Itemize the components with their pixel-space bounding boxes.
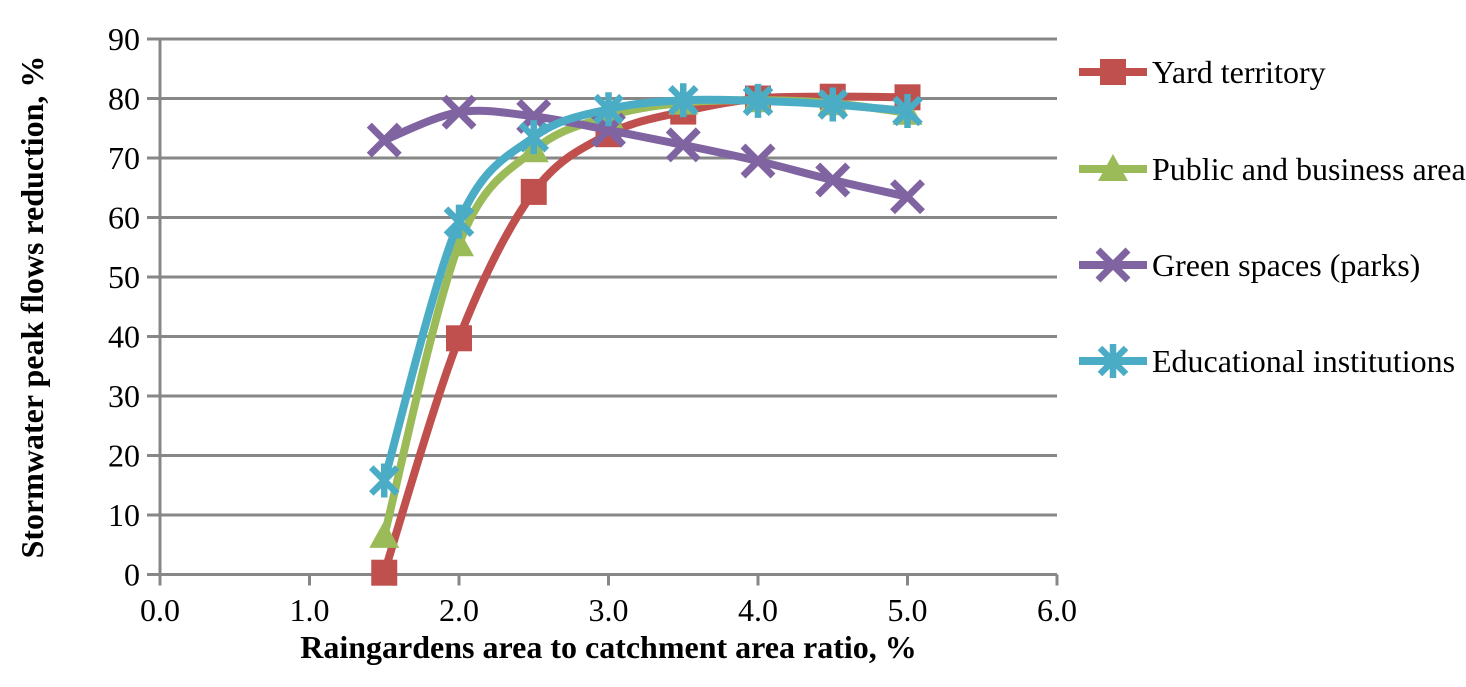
marker-x: [1095, 247, 1131, 283]
marker-x: [665, 127, 701, 163]
legend-label: Green spaces (parks): [1152, 246, 1421, 283]
y-tick-label: 50: [108, 259, 140, 295]
marker-square: [371, 559, 398, 586]
marker-x: [366, 122, 402, 158]
series-line-1: [380, 96, 912, 540]
marker-asterisk: [667, 83, 699, 118]
legend-item-1: Public and business area: [1077, 145, 1466, 193]
marker-x: [890, 179, 925, 215]
x-tick-label: 0.0: [140, 592, 180, 628]
series-3: [368, 83, 923, 498]
y-tick-label: 30: [108, 378, 140, 414]
legend-item-3: Educational institutions: [1077, 337, 1455, 385]
series-line-2: [380, 106, 912, 201]
marker-asterisk: [368, 463, 400, 498]
x-tick-label: 5.0: [888, 592, 928, 628]
legend-label: Educational institutions: [1152, 342, 1456, 379]
legend-label: Yard territory: [1152, 53, 1326, 90]
marker-asterisk: [892, 93, 923, 128]
y-tick-label: 60: [108, 200, 140, 236]
y-axis-title: Stormwater peak flows reduction, %: [14, 55, 50, 559]
y-tick-label: 0: [124, 557, 140, 593]
gridlines: 0 10 20 30 40 50 60 70 80 90: [108, 21, 1057, 593]
legend-item-0: Yard territory: [1077, 48, 1326, 96]
y-tick-label: 90: [108, 21, 140, 57]
x-tick-label: 6.0: [1037, 592, 1077, 628]
marker-square: [1100, 59, 1126, 85]
marker-asterisk: [742, 83, 774, 118]
legend-marker-x-icon: [1079, 247, 1147, 283]
legend-marker-square-icon: [1079, 59, 1147, 85]
marker-triangle: [1098, 154, 1128, 181]
marker-asterisk: [518, 120, 550, 155]
y-tick-label: 40: [108, 319, 140, 355]
series-1: [369, 85, 923, 548]
marker-x: [815, 162, 851, 198]
marker-square: [520, 178, 547, 205]
legend-label: Public and business area: [1152, 150, 1466, 187]
marker-x: [441, 94, 477, 130]
axes: 0.0 1.0 2.0 3.0 4.0 5.0 6.0: [140, 39, 1077, 628]
x-axis-title: Raingardens area to catchment area ratio…: [300, 629, 917, 665]
marker-x: [740, 143, 776, 179]
legend-marker-triangle-icon: [1079, 154, 1147, 181]
legend-item-2: Green spaces (parks): [1077, 241, 1420, 289]
y-tick-label: 10: [108, 497, 140, 533]
legend-marker-asterisk-icon: [1079, 344, 1147, 378]
x-tick-label: 2.0: [439, 592, 479, 628]
y-tick-label: 80: [108, 81, 140, 117]
x-tick-label: 3.0: [589, 592, 629, 628]
marker-asterisk: [1097, 344, 1129, 378]
marker-triangle: [369, 520, 400, 548]
x-tick-label: 1.0: [290, 592, 330, 628]
x-tick-label: 4.0: [738, 592, 778, 628]
marker-asterisk: [593, 92, 624, 127]
marker-square: [446, 325, 472, 352]
marker-asterisk: [443, 204, 475, 239]
marker-asterisk: [817, 87, 849, 122]
y-tick-label: 70: [108, 140, 140, 176]
y-tick-label: 20: [108, 438, 140, 474]
